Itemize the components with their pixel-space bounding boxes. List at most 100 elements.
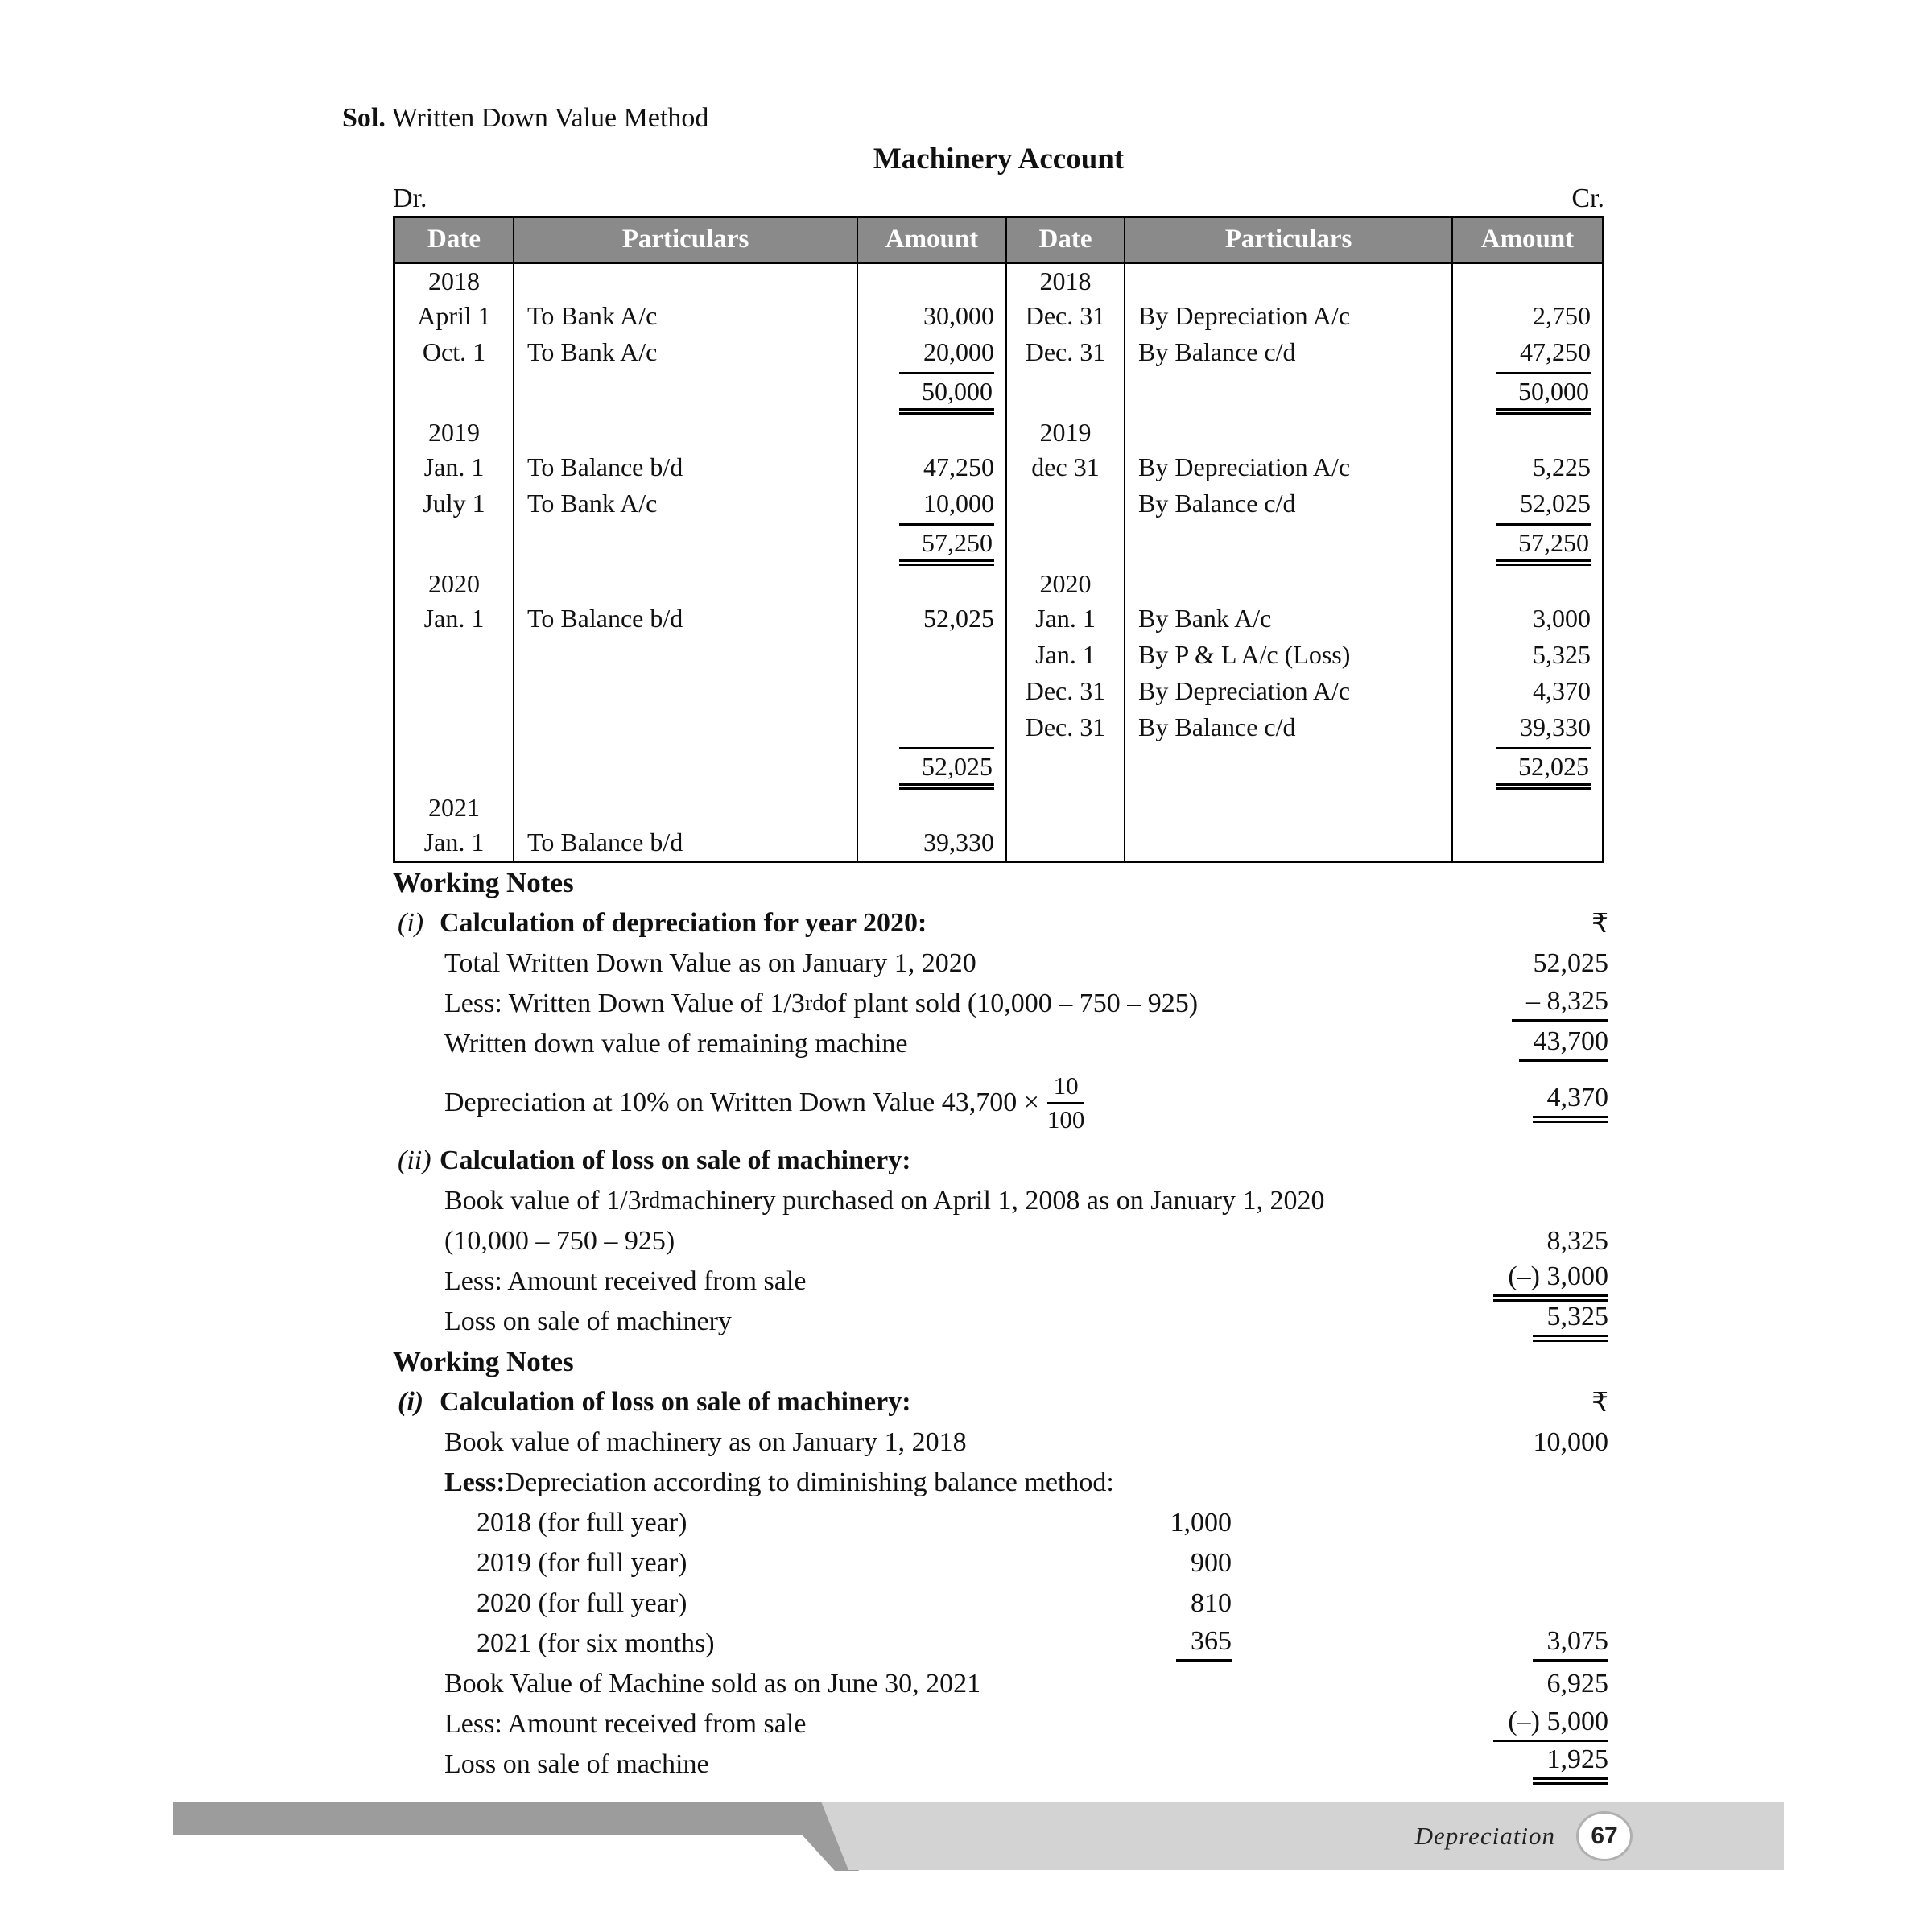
cell-date-left	[395, 673, 514, 709]
header-date-left: Date	[395, 218, 514, 264]
cell-amount-right: 2,750	[1533, 301, 1591, 330]
wn1-remaining-row: Written down value of remaining machine …	[393, 1024, 1608, 1064]
wn2-dep-2019-value: 900	[1191, 1548, 1232, 1578]
wn2-loss-row: Loss on sale of machine 1,925	[393, 1744, 1608, 1785]
cell-amount-left: 39,330	[858, 824, 1007, 861]
wn2-item-i-heading: Calculation of loss on sale of machinery…	[440, 1387, 911, 1417]
wn1-remaining-value: 43,700	[1518, 1026, 1608, 1062]
cell-date-right: 2020	[1007, 567, 1125, 601]
cell-particulars-right: By Balance c/d	[1125, 334, 1453, 370]
table-row: 2019 2019	[395, 415, 1602, 449]
cell-date-left	[395, 709, 514, 745]
cell-amount-left: 10,000	[858, 485, 1007, 522]
cell-amount-left	[858, 673, 1007, 709]
footer-page-number: 67	[1591, 1822, 1618, 1849]
wn1-less-wdv-label: Less: Written Down Value of 1/3 rd of pla…	[444, 989, 1199, 1018]
dr-cr-line: Dr. Cr.	[393, 184, 1604, 214]
working-notes-1-title-row: Working Notes	[393, 863, 1608, 903]
wn1-item-i-marker: (i)	[398, 908, 424, 938]
cell-date-right: Jan. 1	[1007, 637, 1125, 673]
wn2-book-value-row: Book value of machinery as on January 1,…	[393, 1422, 1608, 1463]
table-row: 2021	[395, 791, 1602, 824]
fraction-10-over-100: 10 100	[1046, 1071, 1085, 1133]
footer-band: Depreciation 67	[821, 1802, 1784, 1870]
cell-date-left: 2019	[395, 415, 514, 449]
cell-particulars-right: By Depreciation A/c	[1125, 298, 1453, 334]
cell-date-right: Dec. 31	[1007, 298, 1125, 334]
cell-particulars-right: By Balance c/d	[1125, 485, 1453, 522]
cell-date-right: 2018	[1007, 264, 1125, 298]
cell-particulars-left: To Balance b/d	[514, 601, 858, 637]
cell-amount-left: 50,000	[858, 370, 1007, 415]
cell-date-left: 2020	[395, 567, 514, 601]
wn2-loss-label: Loss on sale of machine	[444, 1749, 709, 1779]
cr-label: Cr.	[1571, 184, 1604, 213]
wn1-item-i-heading: Calculation of depreciation for year 202…	[440, 908, 927, 938]
cell-amount-right: 5,225	[1533, 452, 1591, 481]
wn1-book-value-amount-value: 8,325	[1546, 1226, 1609, 1256]
cell-amount-right: 50,000	[1453, 370, 1602, 415]
table-row: 52,025 52,025	[395, 745, 1602, 791]
cell-amount-left: 47,250	[858, 449, 1007, 485]
table-body: 2018 2018 April 1 To Bank A/c 30,000 Dec…	[395, 264, 1602, 861]
wn1-depreciation-value: 4,370	[1532, 1083, 1608, 1123]
total-amount: 50,000	[1496, 371, 1591, 415]
wn1-remaining-label: Written down value of remaining machine	[444, 1029, 908, 1059]
cell-amount-right	[1453, 567, 1602, 601]
total-amount: 52,025	[1496, 746, 1591, 790]
cell-amount-left: 57,250	[858, 522, 1007, 567]
table-row: Dec. 31 By Depreciation A/c 4,370	[395, 673, 1602, 709]
wn2-book-sold-row: Book Value of Machine sold as on June 30…	[393, 1664, 1608, 1704]
cell-amount-right: 3,000	[1533, 604, 1591, 633]
cell-date-left	[395, 522, 514, 567]
cell-particulars-right	[1125, 791, 1453, 824]
cell-particulars-right	[1125, 264, 1453, 298]
wn1-book-value-sup: rd	[641, 1188, 661, 1213]
wn1-less-sale-row: Less: Amount received from sale (–) 3,00…	[393, 1261, 1608, 1302]
cell-particulars-right	[1125, 745, 1453, 791]
wn1-less-wdv-row: Less: Written Down Value of 1/3 rd of pla…	[393, 984, 1608, 1024]
cell-particulars-left	[514, 370, 858, 415]
wn1-total-wdv-label: Total Written Down Value as on January 1…	[444, 948, 976, 978]
wn2-item-i-marker: (i)	[398, 1387, 424, 1417]
table-header-row: Date Particulars Amount Date Particulars…	[395, 218, 1602, 264]
cell-particulars-right: By Bank A/c	[1125, 601, 1453, 637]
wn1-less-wdv-value: – 8,325	[1512, 986, 1608, 1022]
total-amount: 57,250	[899, 522, 994, 566]
cell-date-right: Dec. 31	[1007, 673, 1125, 709]
table-row: Jan. 1 To Balance b/d 47,250 dec 31 By D…	[395, 449, 1602, 485]
table-row: 2020 2020	[395, 567, 1602, 601]
header-particulars-left: Particulars	[514, 218, 858, 264]
wn2-dep-2019-label: 2019 (for full year)	[477, 1548, 687, 1578]
cell-date-right	[1007, 370, 1125, 415]
wn2-dep-2020-label: 2020 (for full year)	[477, 1588, 687, 1618]
cell-particulars-right	[1125, 567, 1453, 601]
wn2-dep-2020-value: 810	[1191, 1588, 1232, 1618]
footer-chapter-label: Depreciation	[1414, 1821, 1555, 1850]
cell-date-left: 2021	[395, 791, 514, 824]
wn2-dep-2021-value: 365	[1176, 1626, 1232, 1662]
solution-method-text: Written Down Value Method	[385, 103, 709, 133]
cell-particulars-left	[514, 637, 858, 673]
cell-date-left: Jan. 1	[395, 824, 514, 861]
cell-amount-left	[858, 567, 1007, 601]
cell-date-left: Jan. 1	[395, 601, 514, 637]
wn2-rupee-symbol: ₹	[1591, 1389, 1608, 1418]
cell-amount-right: 5,325	[1533, 640, 1591, 669]
wn2-less-intro-row: Less: Depreciation according to diminish…	[393, 1463, 1608, 1503]
table-row: April 1 To Bank A/c 30,000 Dec. 31 By De…	[395, 298, 1602, 334]
total-amount: 50,000	[899, 371, 994, 415]
dr-label: Dr.	[393, 184, 427, 213]
cell-amount-left: 52,025	[858, 745, 1007, 791]
cell-amount-left: 20,000	[858, 334, 1007, 370]
wn2-loss-value: 1,925	[1532, 1744, 1608, 1785]
cell-amount-right: 4,370	[1533, 676, 1591, 705]
wn1-item-ii-heading: Calculation of loss on sale of machinery…	[440, 1146, 911, 1175]
cell-particulars-left	[514, 709, 858, 745]
cell-particulars-left: To Bank A/c	[514, 298, 858, 334]
wn2-dep-2018-label: 2018 (for full year)	[477, 1508, 687, 1538]
wn1-rupee-symbol: ₹	[1591, 910, 1608, 939]
wn2-book-value-value: 10,000	[1533, 1427, 1609, 1457]
cell-date-right	[1007, 522, 1125, 567]
wn1-total-wdv-row: Total Written Down Value as on January 1…	[393, 943, 1608, 984]
